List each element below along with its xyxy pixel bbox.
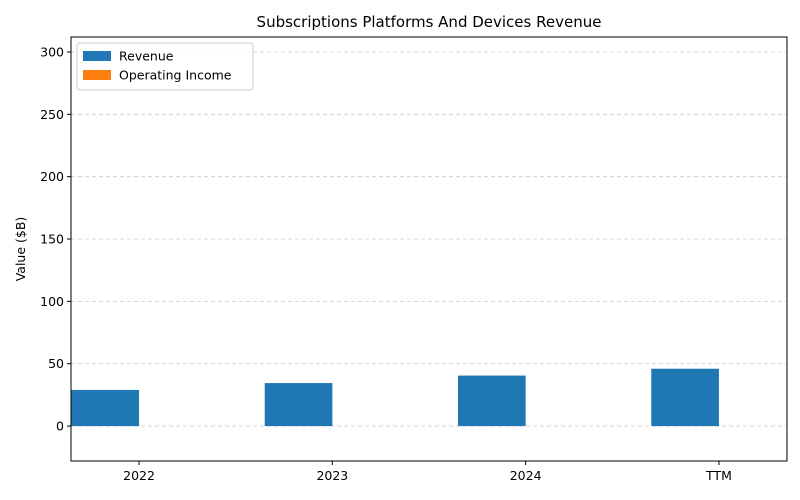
bar-revenue <box>71 389 140 427</box>
legend-box <box>76 42 254 91</box>
bar-revenue <box>457 375 526 427</box>
legend-label: Revenue <box>119 49 174 64</box>
x-tick-label: 2023 <box>316 468 348 483</box>
axis-ticks: 0 50 100 150 200 250 300 2022 2023 2024 TTM <box>40 44 732 483</box>
grid-lines <box>71 51 787 427</box>
y-axis-label: Value ($B) <box>13 217 28 282</box>
y-tick-label: 0 <box>56 419 64 434</box>
chart-title: Subscriptions Platforms And Devices Reve… <box>257 13 602 31</box>
legend-label: Operating Income <box>119 68 232 83</box>
y-tick-label: 100 <box>40 294 64 309</box>
legend: Revenue Operating Income <box>76 42 254 91</box>
y-tick-label: 50 <box>48 356 64 371</box>
bar-revenue <box>264 383 333 427</box>
bars <box>71 368 719 427</box>
y-tick-label: 300 <box>40 44 64 59</box>
x-tick-label: TTM <box>705 468 732 483</box>
y-tick-label: 250 <box>40 107 64 122</box>
x-tick-label: 2024 <box>510 468 542 483</box>
x-tick-label: 2022 <box>123 468 155 483</box>
bar-revenue <box>651 368 719 427</box>
y-tick-label: 150 <box>40 232 64 247</box>
plot-frame <box>70 36 788 462</box>
y-tick-label: 200 <box>40 169 64 184</box>
legend-swatch <box>83 70 111 80</box>
legend-swatch <box>83 51 111 61</box>
